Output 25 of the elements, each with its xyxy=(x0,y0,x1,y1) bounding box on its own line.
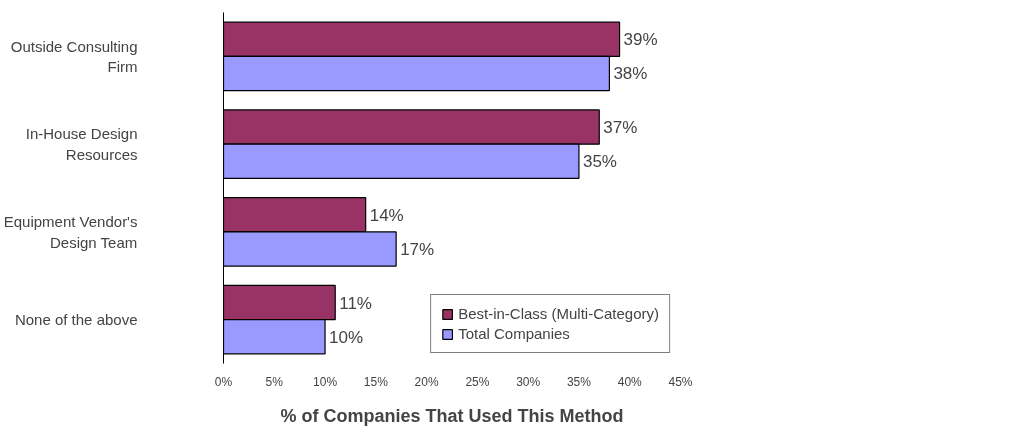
data-label: 37% xyxy=(603,118,638,138)
x-tick-label: 25% xyxy=(465,374,490,389)
y-tick-label: None of the above xyxy=(14,311,138,329)
y-tick-label: Outside Consulting Firm xyxy=(10,37,138,76)
x-axis-title: % of Companies That Used This Method xyxy=(280,405,624,426)
x-tick-label: 35% xyxy=(566,374,592,389)
x-tick-label: 10% xyxy=(313,374,338,389)
data-label: 39% xyxy=(623,30,658,50)
data-label: 17% xyxy=(400,239,435,259)
x-tick-label: 20% xyxy=(414,374,439,389)
x-tick-label: 0% xyxy=(214,374,233,389)
x-tick-label: 15% xyxy=(363,374,389,389)
x-tick-label: 45% xyxy=(668,374,693,389)
data-label: 35% xyxy=(582,152,617,172)
x-tick-label: 5% xyxy=(265,374,284,389)
legend-label: Best-in-Class (Multi-Category) xyxy=(458,305,659,322)
data-label: 10% xyxy=(329,327,364,347)
y-tick-label: In-House Design Resources xyxy=(25,125,138,163)
data-label: 11% xyxy=(339,293,372,313)
legend-label: Total Companies xyxy=(458,325,570,342)
x-tick-label: 30% xyxy=(516,374,541,389)
x-tick-label: 40% xyxy=(617,374,643,389)
data-label: 14% xyxy=(369,205,404,225)
y-tick-label: Equipment Vendor's Design Team xyxy=(3,213,138,251)
data-label: 38% xyxy=(613,64,648,84)
